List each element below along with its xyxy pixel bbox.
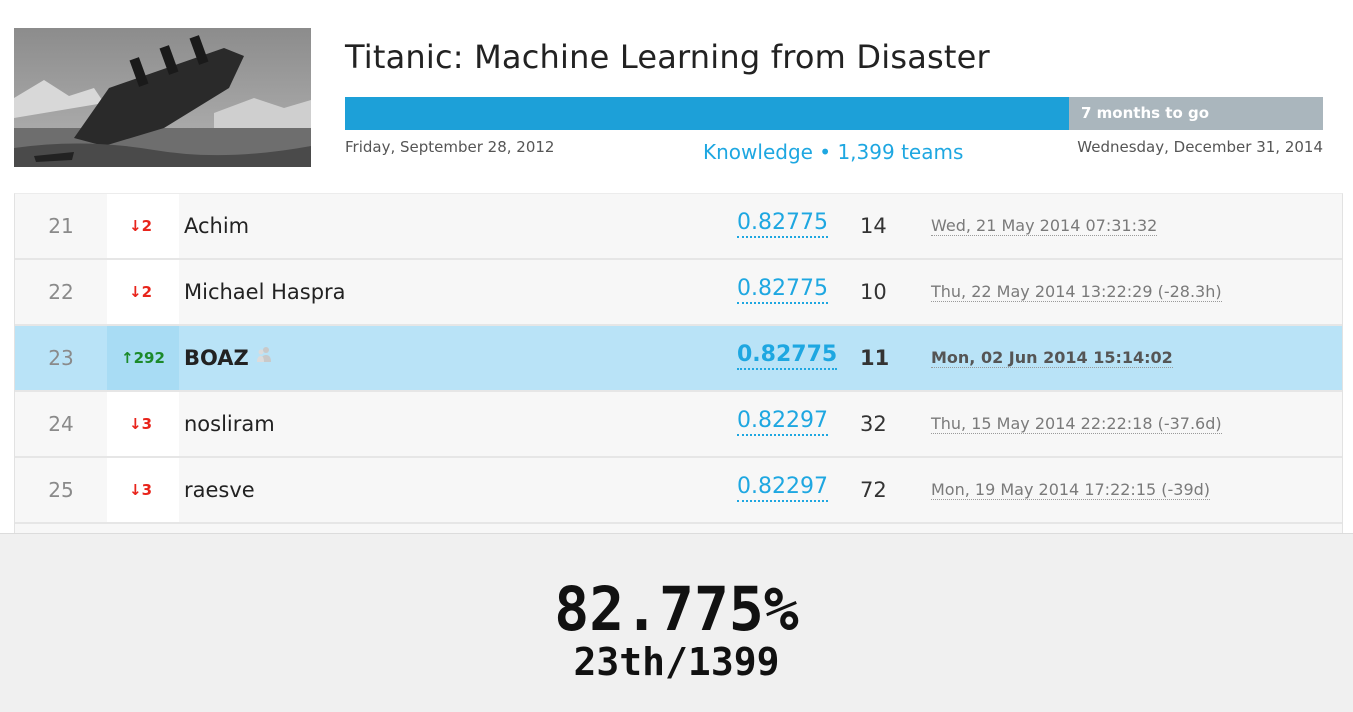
table-row-highlighted[interactable]: 23 ↑292 BOAZ 0.82775 11 Mon, 02 Jun 2014… — [15, 326, 1342, 392]
rank-change-cell: ↓2 — [107, 260, 179, 324]
entries-count: 10 — [860, 280, 887, 304]
entries-count: 32 — [860, 412, 887, 436]
rank-change-down: ↓3 — [129, 415, 153, 433]
competition-meta-link[interactable]: Knowledge • 1,399 teams — [703, 140, 964, 164]
rank-cell: 25 — [48, 478, 74, 502]
team-name[interactable]: BOAZ — [184, 346, 249, 370]
end-date: Wednesday, December 31, 2014 — [1077, 138, 1323, 156]
rank-change-cell: ↑292 — [107, 326, 179, 390]
rank-change-down: ↓2 — [129, 217, 153, 235]
score-link[interactable]: 0.82775 — [737, 342, 838, 370]
last-submission[interactable]: Mon, 19 May 2014 17:22:15 (-39d) — [931, 480, 1211, 500]
last-submission[interactable]: Mon, 02 Jun 2014 15:14:02 — [931, 348, 1173, 368]
rank-cell: 22 — [48, 280, 74, 304]
rank-change-cell: ↓2 — [107, 194, 179, 258]
table-row[interactable]: 21 ↓2 Achim 0.82775 14 Wed, 21 May 2014 … — [15, 194, 1342, 260]
rank-change-up: ↑292 — [121, 349, 165, 367]
team-members-icon[interactable] — [255, 324, 273, 388]
result-banner: 82.775% 23th/1399 — [0, 533, 1353, 712]
team-name-cell: BOAZ — [184, 326, 273, 391]
table-row[interactable]: 24 ↓3 nosliram 0.82297 32 Thu, 15 May 20… — [15, 392, 1342, 458]
competition-image[interactable] — [14, 28, 311, 167]
score-link[interactable]: 0.82297 — [737, 408, 828, 436]
score-link[interactable]: 0.82775 — [737, 210, 828, 238]
rank-cell: 24 — [48, 412, 74, 436]
table-row[interactable]: 22 ↓2 Michael Haspra 0.82775 10 Thu, 22 … — [15, 260, 1342, 326]
score-link[interactable]: 0.82297 — [737, 474, 828, 502]
last-submission[interactable]: Thu, 22 May 2014 13:22:29 (-28.3h) — [931, 282, 1222, 302]
rank-change-down: ↓3 — [129, 481, 153, 499]
competition-progress-bar — [345, 97, 1323, 130]
rank-change-cell: ↓3 — [107, 458, 179, 522]
accuracy-score: 82.775% — [554, 573, 799, 645]
start-date: Friday, September 28, 2012 — [345, 138, 555, 156]
rank-cell: 23 — [48, 346, 74, 370]
rank-change-down: ↓2 — [129, 283, 153, 301]
team-name[interactable]: nosliram — [184, 412, 275, 436]
table-row[interactable]: 25 ↓3 raesve 0.82297 72 Mon, 19 May 2014… — [15, 458, 1342, 524]
table-row-partial — [15, 524, 1342, 534]
last-submission[interactable]: Wed, 21 May 2014 07:31:32 — [931, 216, 1158, 236]
leaderboard-table: 21 ↓2 Achim 0.82775 14 Wed, 21 May 2014 … — [14, 193, 1343, 534]
last-submission[interactable]: Thu, 15 May 2014 22:22:18 (-37.6d) — [931, 414, 1222, 434]
rank-change-cell: ↓3 — [107, 392, 179, 456]
placement-rank: 23th/1399 — [573, 640, 780, 684]
entries-count: 72 — [860, 478, 887, 502]
team-name[interactable]: Achim — [184, 214, 250, 238]
progress-fill — [345, 97, 1069, 130]
entries-count: 11 — [860, 346, 890, 370]
entries-count: 14 — [860, 214, 887, 238]
score-link[interactable]: 0.82775 — [737, 276, 828, 304]
competition-title[interactable]: Titanic: Machine Learning from Disaster — [345, 38, 990, 76]
time-remaining-label: 7 months to go — [1081, 104, 1210, 122]
team-name[interactable]: raesve — [184, 478, 255, 502]
team-name[interactable]: Michael Haspra — [184, 280, 346, 304]
rank-cell: 21 — [48, 214, 74, 238]
